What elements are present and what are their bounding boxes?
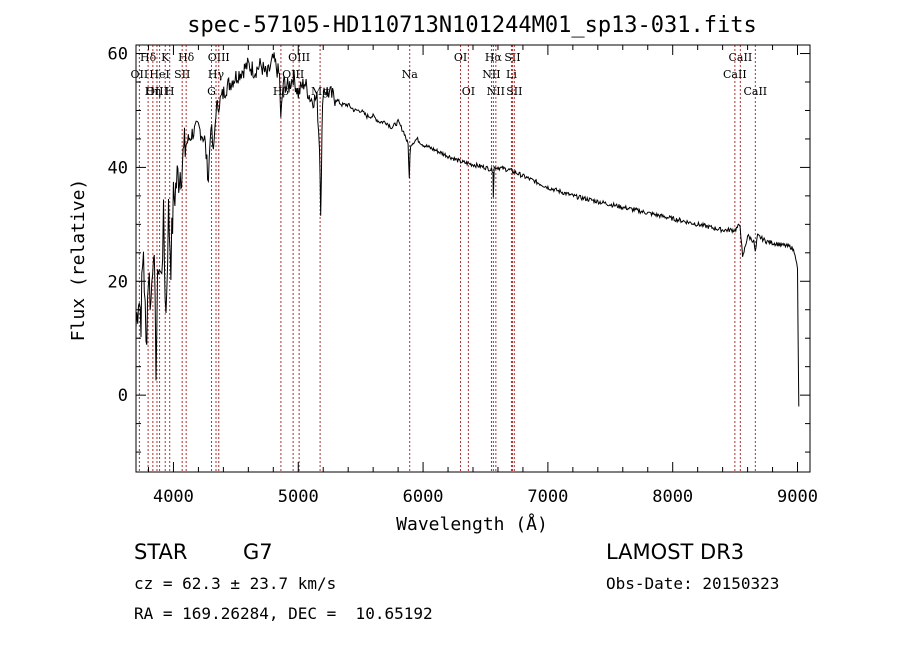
line-label-25: CaII [729, 51, 753, 64]
line-label-18: OI [462, 85, 475, 98]
line-label-1: OII [131, 68, 149, 81]
line-label-8: H [165, 85, 175, 98]
line-label-17: OI [454, 51, 467, 64]
line-label-4: HeI [149, 68, 169, 81]
line-label-27: CaII [743, 85, 767, 98]
line-label-11: G [207, 85, 216, 98]
line-label-13: OIII [282, 68, 304, 81]
line-label-3: K [161, 51, 170, 64]
x-tick-label-4: 8000 [652, 487, 693, 507]
line-label-6: Hδ [178, 51, 195, 64]
plot-frame [135, 44, 811, 473]
line-label-23: Li [506, 68, 517, 81]
y-tick-label-3: 60 [108, 45, 128, 65]
line-label-12: OIII [288, 51, 310, 64]
class-label: STAR [134, 540, 188, 564]
x-axis-label: Wavelength (Å) [396, 513, 548, 535]
line-label-22: SII [504, 51, 520, 64]
x-tick-label-5: 9000 [777, 487, 818, 507]
subclass-label: G7 [243, 540, 273, 564]
x-tick-label-0: 4000 [153, 487, 194, 507]
x-tick-label-3: 7000 [527, 487, 568, 507]
y-axis-label: Flux (relative) [68, 179, 89, 342]
line-label-10: Hγ [208, 68, 225, 81]
line-label-16: Na [402, 68, 419, 81]
line-label-9: OIII [208, 51, 230, 64]
obs-date-text: Obs-Date: 20150323 [606, 574, 780, 593]
chart-title: spec-57105-HD110713N101244M01_sp13-031.f… [187, 13, 757, 38]
spectrum-series [135, 52, 800, 407]
line-label-5: Hη [145, 85, 161, 98]
line-label-21: NII [487, 85, 505, 98]
line-label-7: SII [174, 68, 190, 81]
coords-text: RA = 169.26284, DEC = 10.65192 [134, 604, 433, 623]
line-label-0: Hδ [140, 51, 157, 64]
line-label-26: CaII [723, 68, 747, 81]
survey-label: LAMOST DR3 [606, 540, 745, 564]
spectrum-line-0 [135, 52, 800, 407]
y-tick-label-2: 40 [108, 158, 128, 178]
line-label-15: Mg [311, 85, 329, 98]
line-label-19: Hα [485, 51, 503, 64]
axis-ticks: 4000 5000 6000 7000 8000 9000 0 20 40 60 [108, 45, 818, 507]
line-label-20: NII [482, 68, 500, 81]
redshift-text: cz = 62.3 ± 23.7 km/s [134, 574, 337, 593]
x-tick-label-1: 5000 [278, 487, 319, 507]
line-label-2: OIII [146, 85, 168, 98]
y-tick-label-0: 0 [118, 386, 128, 406]
y-tick-label-1: 20 [108, 272, 128, 292]
x-tick-label-2: 6000 [403, 487, 444, 507]
line-label-24: SII [506, 85, 522, 98]
